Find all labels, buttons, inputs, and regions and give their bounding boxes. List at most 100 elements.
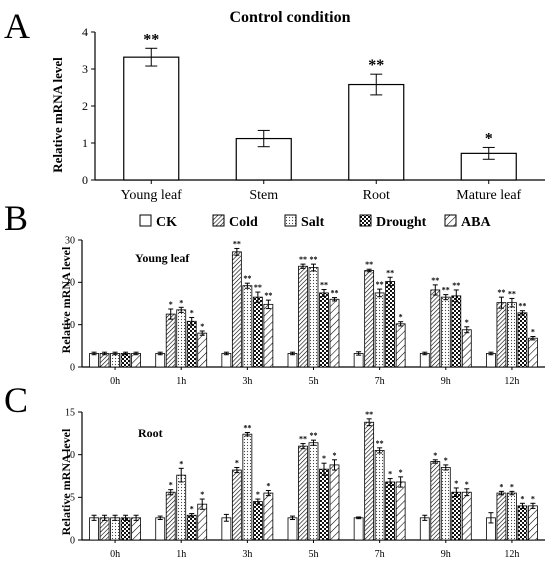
legend-swatch [359, 214, 372, 227]
panel-c-bar [329, 464, 340, 541]
panel-a-y-tick-label: 4 [82, 25, 88, 39]
panel-c-ylabel: Relative mRNA level [59, 428, 73, 535]
panel-a-bar [348, 83, 405, 181]
panel-b-x-tick-label: 9h [441, 376, 451, 387]
panel-b-significance: ** [243, 274, 251, 283]
panel-c-bar [242, 433, 253, 541]
panel-b-bar [507, 302, 517, 368]
panel-c-bar [165, 491, 176, 541]
panel-b-significance: ** [508, 289, 516, 298]
panel-c-significance: * [531, 494, 535, 503]
panel-c-bar [440, 467, 451, 541]
panel-c-x-tick-label: 7h [375, 549, 385, 560]
panel-b-x-tick-label: 0h [110, 376, 120, 387]
panel-b-bar [263, 303, 274, 368]
panel-b-bar [308, 267, 319, 368]
panel-b-bar [329, 298, 340, 368]
panel-c-bar [507, 492, 517, 541]
panel-c-significance: * [256, 490, 260, 499]
panel-b-significance: * [190, 308, 194, 317]
panel-c-bar [430, 461, 441, 541]
panel-b-bar [197, 332, 208, 368]
panel-b-significance: ** [310, 255, 318, 264]
panel-c-bar [385, 481, 396, 541]
panel-b-significance: ** [331, 289, 339, 298]
panel-a-ylabel: Relative mRNA level [50, 57, 65, 173]
panel-b-x-tick-label: 3h [242, 376, 252, 387]
panel-b-significance: * [465, 318, 469, 327]
panel-c-bar [461, 491, 472, 541]
panel-a-marks: 0 1 2 3 4 ** Young leaf Stem ** Root * Mature leaf [82, 25, 545, 203]
panel-c-significance: * [266, 482, 270, 491]
panel-b-bar [419, 353, 430, 368]
panel-c-x-tick-label: 9h [441, 549, 451, 560]
panel-c-significance: ** [310, 431, 318, 440]
panel-b-bar [155, 353, 166, 368]
panel-b-bar [231, 251, 242, 368]
panel-b-bar [287, 353, 298, 368]
panel-b-bar [176, 309, 187, 368]
panel-b-significance: * [531, 328, 535, 337]
panel-c-bar [308, 442, 319, 541]
panel-a-x-tick-label: Mature leaf [456, 188, 521, 203]
panel-c-y-tick-label: 5 [70, 493, 75, 504]
panel-b-significance: ** [386, 268, 394, 277]
panel-b-bar [364, 270, 375, 368]
legend-label: Salt [301, 215, 325, 230]
panel-b-significance: ** [442, 286, 450, 295]
panel-b-bar [486, 353, 496, 368]
panel-b-bar [298, 265, 308, 368]
panel-c-bar [451, 491, 462, 541]
panel-a-x-tick-label: Young leaf [121, 188, 183, 203]
panel-b-bar [440, 296, 451, 368]
panel-a-y-tick-label: 3 [82, 62, 88, 76]
panel-c-bar [263, 492, 274, 541]
panel-c-bar [110, 517, 120, 541]
panel-b-significance: ** [299, 255, 307, 264]
panel-c-significance: * [179, 459, 183, 468]
panel-a-x-tick-label: Stem [249, 188, 278, 203]
panel-b-bar [221, 353, 232, 368]
legend-swatch [212, 214, 225, 227]
panel-b-significance: ** [264, 291, 272, 300]
panel-b-significance: * [179, 298, 183, 307]
panel-b-chart: Young leaf Relative mRNA level 0 10 20 30 0h… [59, 235, 545, 387]
panel-c-x-tick-label: 1h [176, 549, 186, 560]
panel-c-bar [89, 517, 99, 541]
panel-b-bar [89, 353, 99, 368]
panel-c-x-tick-label: 12h [504, 549, 519, 560]
panel-b-x-tick-label: 12h [504, 376, 519, 387]
panel-b-significance: ** [233, 239, 241, 248]
panel-letter-a: A [4, 6, 30, 46]
panel-c-significance: * [190, 505, 194, 514]
panel-c-x-tick-label: 0h [110, 549, 120, 560]
panel-c-y-tick-label: 15 [65, 407, 75, 418]
panel-b-y-tick-label: 30 [65, 235, 75, 246]
panel-b-y-tick-label: 0 [70, 362, 75, 373]
panel-c-significance: * [510, 482, 514, 491]
panel-c-bar [496, 492, 507, 541]
panel-c-bar [353, 517, 364, 541]
panel-b-bar [461, 329, 472, 368]
panel-c-bar [298, 445, 308, 541]
panel-c-significance: * [520, 494, 524, 503]
panel-c-significance: * [235, 458, 239, 467]
legend: CK Cold Salt Drought ABA [139, 214, 491, 230]
panel-c-x-tick-label: 5h [309, 549, 319, 560]
panel-a-significance: ** [143, 31, 159, 48]
panel-a-y-tick-label: 1 [82, 136, 88, 150]
panel-b-significance: ** [431, 276, 439, 285]
panel-b-ylabel: Relative mRNA level [59, 246, 73, 353]
legend-label: CK [156, 215, 177, 230]
panel-c-significance: ** [376, 439, 384, 448]
panel-c-bar [528, 505, 538, 541]
legend-swatch [139, 214, 152, 227]
panel-b-significance: * [200, 322, 204, 331]
panel-c-significance: * [169, 481, 173, 490]
panel-b-y-tick-label: 10 [65, 320, 75, 331]
panel-c-significance: * [444, 456, 448, 465]
panel-c-bar [319, 468, 329, 541]
panel-c-significance: * [322, 454, 326, 463]
panel-letter-c: C [4, 380, 28, 420]
